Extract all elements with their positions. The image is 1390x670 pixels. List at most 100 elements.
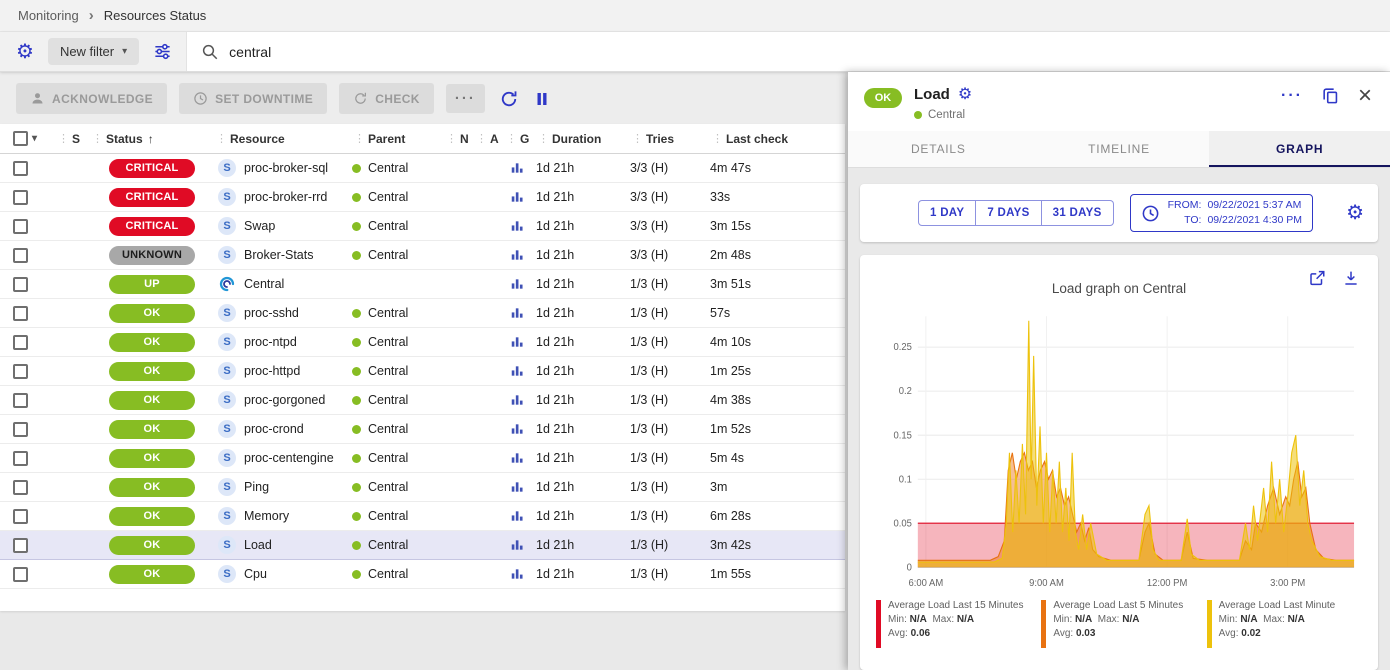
filter-tune-icon[interactable] bbox=[153, 42, 172, 61]
row-checkbox[interactable] bbox=[13, 305, 28, 321]
resource-name[interactable]: proc-gorgoned bbox=[244, 393, 326, 407]
graph-icon[interactable] bbox=[510, 451, 524, 465]
refresh-icon[interactable] bbox=[499, 89, 519, 109]
row-checkbox[interactable] bbox=[13, 363, 28, 379]
graph-settings-gear-icon[interactable]: ⚙ bbox=[1346, 202, 1364, 225]
tab-graph[interactable]: GRAPH bbox=[1209, 131, 1390, 167]
row-checkbox[interactable] bbox=[13, 189, 28, 205]
parent-cell[interactable]: Central bbox=[352, 480, 444, 494]
parent-cell[interactable]: Central bbox=[352, 422, 444, 436]
legend-item[interactable]: Average Load Last Minute Min: N/A Max: N/… bbox=[1206, 600, 1362, 649]
resource-name[interactable]: Central bbox=[244, 277, 285, 291]
column-header-resource[interactable]: ⋮ Resource bbox=[216, 131, 285, 146]
graph-icon[interactable] bbox=[510, 393, 524, 407]
graph-icon[interactable] bbox=[510, 161, 524, 175]
breadcrumb-resources-status[interactable]: Resources Status bbox=[103, 8, 207, 23]
graph-icon[interactable] bbox=[510, 190, 524, 204]
row-checkbox[interactable] bbox=[13, 479, 28, 495]
graph-icon[interactable] bbox=[510, 480, 524, 494]
tab-details[interactable]: DETAILS bbox=[910, 142, 966, 156]
select-options-caret-icon[interactable]: ▾ bbox=[32, 133, 38, 144]
table-row[interactable]: CRITICAL S proc-broker-rrd Central 1d 21… bbox=[0, 183, 845, 212]
table-row[interactable]: CRITICAL S proc-broker-sql Central 1d 21… bbox=[0, 154, 845, 183]
row-checkbox[interactable] bbox=[13, 276, 28, 292]
copy-link-icon[interactable] bbox=[1321, 86, 1340, 105]
column-header-last-check[interactable]: ⋮ Last check bbox=[712, 131, 789, 146]
panel-host-name[interactable]: Central bbox=[928, 109, 966, 121]
set-downtime-button[interactable]: SET DOWNTIME bbox=[179, 83, 328, 114]
table-row[interactable]: UNKNOWN S Broker-Stats Central 1d 21h 3/… bbox=[0, 241, 845, 270]
graph-icon[interactable] bbox=[510, 509, 524, 523]
parent-cell[interactable]: Central bbox=[352, 248, 444, 262]
graph-icon[interactable] bbox=[510, 364, 524, 378]
parent-cell[interactable]: Central bbox=[352, 190, 444, 204]
column-header-graph[interactable]: ⋮ G bbox=[506, 131, 530, 146]
column-header-tries[interactable]: ⋮ Tries bbox=[632, 131, 675, 146]
table-row[interactable]: UP Central 1d 21h 1/3 (H) 3m 51s bbox=[0, 270, 845, 299]
resource-config-gear-icon[interactable]: ⚙ bbox=[957, 85, 973, 103]
row-checkbox[interactable] bbox=[13, 537, 28, 553]
row-checkbox[interactable] bbox=[13, 450, 28, 466]
parent-cell[interactable]: Central bbox=[352, 219, 444, 233]
table-row[interactable]: OK S proc-ntpd Central 1d 21h 1/3 (H) 4m… bbox=[0, 328, 845, 357]
graph-icon[interactable] bbox=[510, 248, 524, 262]
parent-cell[interactable]: Central bbox=[352, 364, 444, 378]
row-checkbox[interactable] bbox=[13, 218, 28, 234]
breadcrumb-monitoring[interactable]: Monitoring bbox=[18, 8, 79, 23]
range-7-days-button[interactable]: 7 DAYS bbox=[975, 200, 1042, 227]
custom-time-period-picker[interactable]: FROM: 09/22/2021 5:37 AM TO: 09/22/2021 … bbox=[1129, 194, 1314, 233]
tab-timeline[interactable]: TIMELINE bbox=[1088, 142, 1150, 156]
resource-name[interactable]: Ping bbox=[244, 480, 270, 494]
graph-icon[interactable] bbox=[510, 306, 524, 320]
column-header-notification[interactable]: ⋮ N bbox=[446, 131, 469, 146]
parent-cell[interactable]: Central bbox=[352, 567, 444, 581]
resource-name[interactable]: proc-httpd bbox=[244, 364, 301, 378]
acknowledge-button[interactable]: ACKNOWLEDGE bbox=[16, 83, 168, 114]
download-icon[interactable] bbox=[1342, 269, 1360, 287]
range-1-day-button[interactable]: 1 DAY bbox=[918, 200, 977, 227]
range-31-days-button[interactable]: 31 DAYS bbox=[1040, 200, 1114, 227]
table-row[interactable]: OK S proc-crond Central 1d 21h 1/3 (H) 1… bbox=[0, 415, 845, 444]
resource-name[interactable]: proc-broker-sql bbox=[244, 161, 329, 175]
graph-icon[interactable] bbox=[510, 277, 524, 291]
graph-icon[interactable] bbox=[510, 219, 524, 233]
more-actions-button[interactable]: ··· bbox=[445, 84, 485, 113]
parent-cell[interactable]: Central bbox=[352, 161, 444, 175]
resource-name[interactable]: proc-broker-rrd bbox=[244, 190, 328, 204]
graph-icon[interactable] bbox=[510, 422, 524, 436]
table-row[interactable]: OK S proc-httpd Central 1d 21h 1/3 (H) 1… bbox=[0, 357, 845, 386]
load-graph-chart[interactable]: 0 0.05 0.1 0.15 0.2 0.25 6:00 AM 9:00 AM 12:00 P… bbox=[874, 306, 1364, 594]
parent-cell[interactable]: Central bbox=[352, 335, 444, 349]
column-header-parent[interactable]: ⋮ Parent bbox=[354, 131, 406, 146]
graph-icon[interactable] bbox=[510, 567, 524, 581]
close-panel-icon[interactable]: × bbox=[1357, 81, 1372, 109]
resource-name[interactable]: proc-centengine bbox=[244, 451, 334, 465]
legend-item[interactable]: Average Load Last 15 Minutes Min: N/A Max… bbox=[876, 600, 1031, 649]
row-checkbox[interactable] bbox=[13, 566, 28, 582]
table-row[interactable]: OK S Memory Central 1d 21h 1/3 (H) 6m 28… bbox=[0, 502, 845, 531]
search-input[interactable] bbox=[229, 43, 650, 60]
row-checkbox[interactable] bbox=[13, 421, 28, 437]
resource-name[interactable]: proc-crond bbox=[244, 422, 304, 436]
resource-name[interactable]: proc-ntpd bbox=[244, 335, 297, 349]
resource-name[interactable]: Memory bbox=[244, 509, 290, 523]
table-row[interactable]: OK S Cpu Central 1d 21h 1/3 (H) 1m 55s bbox=[0, 560, 845, 589]
table-row[interactable]: OK S Ping Central 1d 21h 1/3 (H) 3m bbox=[0, 473, 845, 502]
open-in-new-icon[interactable] bbox=[1308, 269, 1326, 287]
resource-name[interactable]: Load bbox=[244, 538, 272, 552]
row-checkbox[interactable] bbox=[13, 392, 28, 408]
table-row[interactable]: OK S proc-centengine Central 1d 21h 1/3 … bbox=[0, 444, 845, 473]
column-header-duration[interactable]: ⋮ Duration bbox=[538, 131, 602, 146]
parent-cell[interactable]: Central bbox=[352, 451, 444, 465]
parent-cell[interactable]: Central bbox=[352, 538, 444, 552]
graph-icon[interactable] bbox=[510, 335, 524, 349]
resource-name[interactable]: Cpu bbox=[244, 567, 267, 581]
panel-more-icon[interactable]: ··· bbox=[1281, 86, 1303, 104]
table-row[interactable]: CRITICAL S Swap Central 1d 21h 3/3 (H) 3… bbox=[0, 212, 845, 241]
table-row[interactable]: OK S proc-sshd Central 1d 21h 1/3 (H) 57… bbox=[0, 299, 845, 328]
row-checkbox[interactable] bbox=[13, 160, 28, 176]
parent-cell[interactable]: Central bbox=[352, 393, 444, 407]
table-row[interactable]: OK S proc-gorgoned Central 1d 21h 1/3 (H… bbox=[0, 386, 845, 415]
resource-name[interactable]: Broker-Stats bbox=[244, 248, 314, 262]
select-all-checkbox[interactable] bbox=[13, 131, 28, 146]
